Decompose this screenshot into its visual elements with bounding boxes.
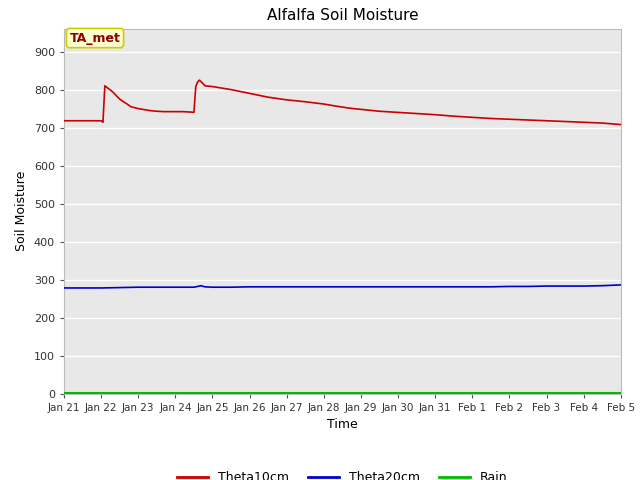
Text: TA_met: TA_met [70, 32, 120, 45]
X-axis label: Time: Time [327, 418, 358, 431]
Title: Alfalfa Soil Moisture: Alfalfa Soil Moisture [267, 9, 418, 24]
Y-axis label: Soil Moisture: Soil Moisture [15, 171, 28, 252]
Legend: Theta10cm, Theta20cm, Rain: Theta10cm, Theta20cm, Rain [172, 467, 513, 480]
